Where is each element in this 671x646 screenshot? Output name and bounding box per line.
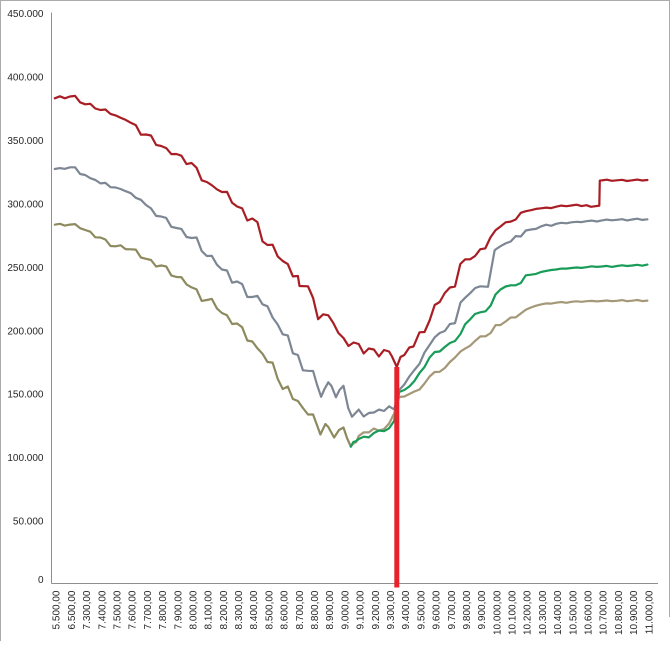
svg-text:8.600,00: 8.600,00 (280, 590, 291, 629)
svg-text:9.800,00: 9.800,00 (462, 590, 473, 629)
svg-text:400.000: 400.000 (7, 73, 44, 84)
svg-text:9.900,00: 9.900,00 (477, 590, 488, 629)
svg-text:9.700,00: 9.700,00 (447, 590, 458, 629)
svg-text:5.500,00: 5.500,00 (52, 590, 63, 629)
svg-text:10.500,00: 10.500,00 (568, 590, 579, 635)
svg-text:7.800,00: 7.800,00 (158, 590, 169, 629)
svg-text:300.000: 300.000 (7, 199, 44, 210)
svg-text:8.200,00: 8.200,00 (219, 590, 230, 629)
svg-text:9.400,00: 9.400,00 (401, 590, 412, 629)
svg-text:9.500,00: 9.500,00 (416, 590, 427, 629)
svg-text:250.000: 250.000 (7, 263, 44, 274)
svg-text:8.500,00: 8.500,00 (264, 590, 275, 629)
svg-text:8.300,00: 8.300,00 (234, 590, 245, 629)
svg-text:0: 0 (38, 575, 44, 586)
svg-text:8.000,00: 8.000,00 (189, 590, 200, 629)
svg-text:10.400,00: 10.400,00 (553, 590, 564, 635)
svg-text:9.000,00: 9.000,00 (340, 590, 351, 629)
svg-text:9.100,00: 9.100,00 (356, 590, 367, 629)
svg-text:7.300,00: 7.300,00 (82, 590, 93, 629)
svg-text:7.400,00: 7.400,00 (97, 590, 108, 629)
svg-text:7.900,00: 7.900,00 (173, 590, 184, 629)
svg-text:200.000: 200.000 (7, 326, 44, 337)
svg-text:150.000: 150.000 (7, 390, 44, 401)
svg-text:8.800,00: 8.800,00 (310, 590, 321, 629)
svg-text:8.900,00: 8.900,00 (325, 590, 336, 629)
svg-text:8.400,00: 8.400,00 (249, 590, 260, 629)
svg-text:50.000: 50.000 (13, 517, 44, 528)
svg-text:11.000,00: 11.000,00 (644, 590, 655, 634)
svg-text:9.300,00: 9.300,00 (386, 590, 397, 629)
svg-text:10.800,00: 10.800,00 (614, 590, 625, 635)
svg-text:7.600,00: 7.600,00 (128, 590, 139, 629)
svg-text:10.700,00: 10.700,00 (599, 590, 610, 635)
svg-text:350.000: 350.000 (7, 136, 44, 147)
svg-text:10.900,00: 10.900,00 (629, 590, 640, 635)
svg-text:8.100,00: 8.100,00 (204, 590, 215, 629)
svg-text:10.000,00: 10.000,00 (492, 590, 503, 635)
svg-text:9.200,00: 9.200,00 (371, 590, 382, 629)
svg-text:10.600,00: 10.600,00 (584, 590, 595, 635)
svg-text:8.700,00: 8.700,00 (295, 590, 306, 629)
svg-text:7.700,00: 7.700,00 (143, 590, 154, 629)
svg-text:7.500,00: 7.500,00 (113, 590, 124, 629)
svg-text:450.000: 450.000 (7, 9, 44, 20)
svg-text:9.600,00: 9.600,00 (432, 590, 443, 629)
svg-text:10.300,00: 10.300,00 (538, 590, 549, 635)
svg-text:6.500,00: 6.500,00 (67, 590, 78, 629)
svg-text:10.100,00: 10.100,00 (508, 590, 519, 635)
svg-text:10.200,00: 10.200,00 (523, 590, 534, 635)
svg-text:100.000: 100.000 (7, 453, 44, 464)
